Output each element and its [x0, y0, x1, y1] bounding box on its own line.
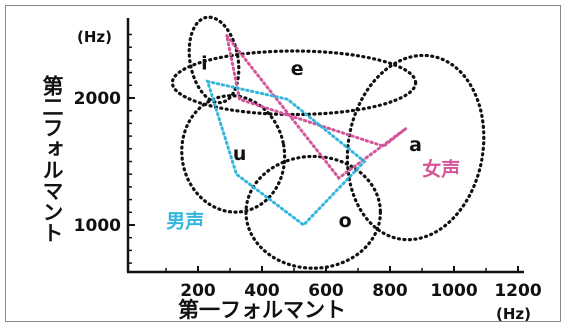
- vowel-label-i: i: [201, 53, 208, 75]
- x-tick-label: 400: [244, 281, 280, 301]
- x-tick-label: 1200: [494, 281, 541, 301]
- y-axis-unit: (Hz): [77, 28, 112, 46]
- vowel-label-a: a: [409, 134, 422, 156]
- ticks: 200 400 600 800 1000 1200 1000 2000: [74, 33, 542, 301]
- series-label-1: 男声: [166, 210, 204, 233]
- x-tick-label: 200: [180, 281, 216, 301]
- vowel-region-o: [244, 154, 383, 270]
- vowel-regions: [170, 15, 486, 270]
- vowel-label-u: u: [233, 143, 247, 165]
- y-tick-label: 2000: [74, 89, 121, 109]
- x-axis-title: 第一フォルマント: [178, 298, 346, 322]
- y-axis-title: 第二フォルマント: [40, 74, 64, 243]
- vowel-region-e: [170, 49, 418, 117]
- x-tick-label: 600: [308, 281, 344, 301]
- x-tick-label: 1000: [430, 281, 477, 301]
- series-polygon-1: [205, 79, 367, 228]
- vowel-label-o: o: [339, 210, 352, 232]
- axes: [126, 18, 524, 274]
- vowel-region-u: [180, 94, 287, 214]
- y-tick-label: 1000: [74, 216, 121, 236]
- series-polygons: [205, 34, 407, 228]
- x-axis-unit: (Hz): [496, 305, 531, 323]
- series-label-0: 女声: [422, 157, 460, 180]
- vowel-labels: i e a u o: [201, 53, 422, 232]
- vowel-label-e: e: [291, 58, 304, 80]
- x-tick-label: 800: [372, 281, 408, 301]
